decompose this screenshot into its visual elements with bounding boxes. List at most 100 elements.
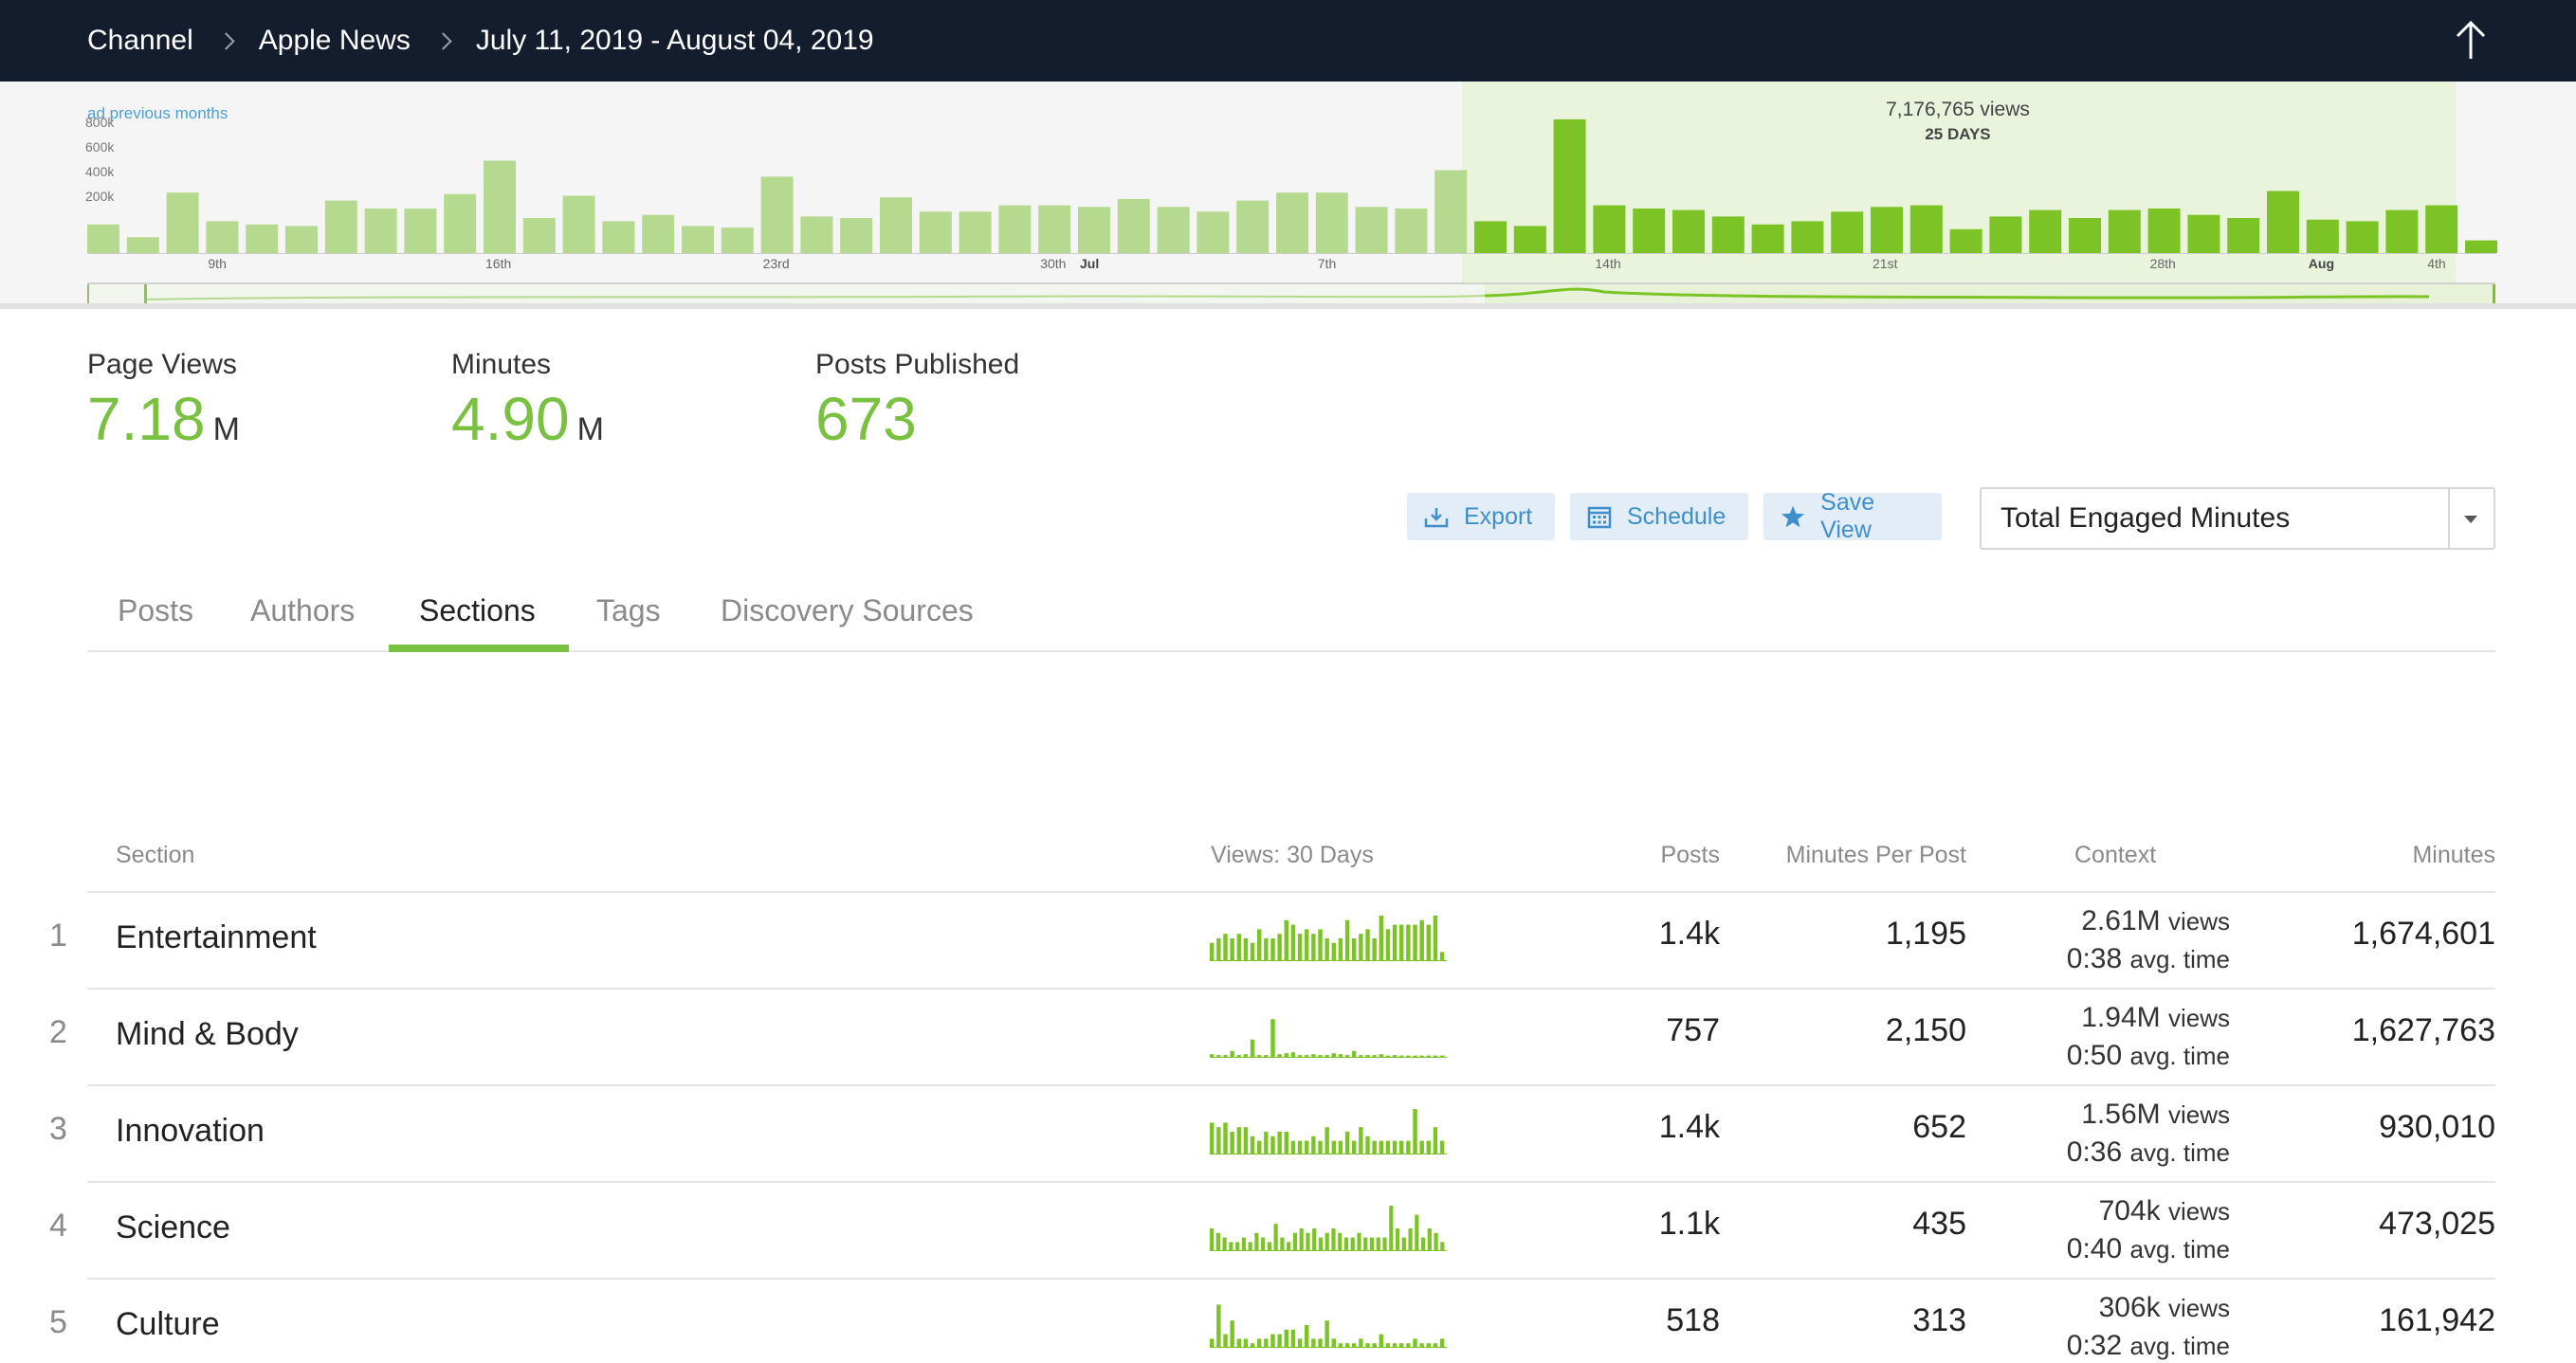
sparkline-bar	[1331, 942, 1336, 961]
metric-value: 4.90 M	[451, 389, 604, 449]
column-header-minutes-per-post[interactable]: Minutes Per Post	[1785, 842, 1966, 868]
context-time-value: 0:40	[2066, 1233, 2123, 1264]
sparkline-bar	[1331, 1053, 1336, 1058]
breadcrumb-date-range[interactable]: July 11, 2019 - August 04, 2019	[475, 25, 874, 56]
breadcrumb-source[interactable]: Apple News	[258, 25, 411, 56]
overview-bar	[998, 205, 1032, 253]
sparkline-bar	[1406, 1343, 1411, 1348]
context-avg-time: 0:50 avg. time	[1983, 1037, 2230, 1075]
breadcrumb: Channel Apple News July 11, 2019 - Augus…	[87, 0, 874, 82]
sparkline-bar	[1325, 1320, 1329, 1348]
minutes-per-post: 435	[1912, 1206, 1966, 1242]
overview-bar	[324, 200, 357, 253]
section-name[interactable]: Entertainment	[116, 919, 317, 955]
sparkline-bar	[1359, 934, 1363, 961]
schedule-button[interactable]: Schedule	[1570, 493, 1748, 540]
context-views: 306k views	[1983, 1289, 2230, 1327]
context-views-value: 704k	[2098, 1195, 2161, 1227]
sparkline-bar	[1399, 924, 1404, 961]
minutes-total: 473,025	[2379, 1206, 2495, 1242]
section-name[interactable]: Culture	[116, 1306, 220, 1342]
sparkline-bar	[1392, 1343, 1398, 1348]
sparkline-bar	[1270, 1334, 1275, 1348]
sparkline-bar	[1216, 938, 1221, 961]
section-name[interactable]: Mind & Body	[116, 1016, 299, 1052]
sparkline-bar	[1280, 1237, 1285, 1251]
metric-page-views: Page Views 7.18 M	[87, 349, 240, 449]
sparkline-bar	[1352, 1343, 1357, 1348]
sparkline-bar	[1270, 1019, 1275, 1058]
dropdown-toggle[interactable]	[2448, 489, 2494, 548]
context-avg-time: 0:38 avg. time	[1983, 940, 2230, 978]
tab-tags[interactable]: Tags	[596, 592, 661, 627]
overview-bar	[682, 226, 714, 253]
sparkline-bar	[1338, 1232, 1343, 1251]
sparkline-bar	[1439, 1338, 1445, 1348]
range-day-count: 25 DAYS	[1925, 125, 1991, 143]
range-scrubber[interactable]	[87, 282, 2495, 303]
sparkline-bar	[1344, 1343, 1350, 1348]
column-header-posts[interactable]: Posts	[1660, 842, 1720, 868]
table-row[interactable]: Mind & Body 757 2,150 1.94M views 0:50 avg. …	[87, 988, 2495, 1084]
sparkline-bar	[1257, 1140, 1262, 1154]
sparkline-bar	[1365, 1136, 1370, 1154]
tab-sections[interactable]: Sections	[419, 592, 536, 627]
save-view-button[interactable]: Save View	[1763, 489, 1942, 543]
overview-bar	[2267, 191, 2299, 253]
row-rank: 4	[49, 1208, 67, 1244]
section-name[interactable]: Innovation	[116, 1113, 265, 1149]
column-header-minutes[interactable]: Minutes	[2412, 842, 2495, 868]
sparkline-bar	[1389, 1206, 1394, 1251]
sparkline-bar	[1257, 929, 1262, 961]
sparkline-bar	[1250, 1136, 1255, 1154]
sparkline-bar	[1311, 1054, 1316, 1058]
sparkline-bar	[1264, 1132, 1269, 1154]
column-header-section[interactable]: Section	[116, 842, 195, 868]
table-row[interactable]: Culture 518 313 306k views 0:32 avg. time 161…	[87, 1278, 2495, 1363]
export-button[interactable]: Export	[1407, 493, 1555, 540]
schedule-label: Schedule	[1627, 502, 1726, 530]
tab-discovery-sources[interactable]: Discovery Sources	[721, 592, 974, 627]
context-avg-time: 0:32 avg. time	[1983, 1327, 2230, 1363]
sparkline-bar	[1223, 1334, 1228, 1348]
sparkline-bar	[1433, 1343, 1438, 1348]
metric-value: 7.18 M	[87, 389, 240, 449]
sparkline-bar	[1277, 1054, 1282, 1058]
tab-authors[interactable]: Authors	[250, 592, 356, 627]
sparkline-bar	[1338, 1140, 1343, 1154]
sparkline-bar	[1305, 1325, 1309, 1348]
overview-bar	[166, 192, 199, 253]
overview-bar	[1711, 216, 1745, 253]
overview-bar	[1434, 170, 1468, 253]
overview-bar	[1513, 226, 1546, 253]
sparkline-bar	[1433, 916, 1438, 961]
metric-dropdown[interactable]: Total Engaged Minutes	[1980, 487, 2495, 550]
sparkline-bar	[1257, 1055, 1262, 1058]
overview-bar	[1989, 216, 2022, 253]
sparkline-bar	[1236, 1127, 1241, 1154]
context-time-label: avg. time	[2129, 1042, 2231, 1070]
load-previous-months-link[interactable]: ad previous months	[87, 104, 228, 122]
table-row[interactable]: Innovation 1.4k 652 1.56M views 0:36 avg. ti…	[87, 1084, 2495, 1181]
breadcrumb-channel[interactable]: Channel	[87, 25, 193, 56]
overview-bar	[484, 160, 516, 253]
tab-posts[interactable]: Posts	[118, 592, 194, 627]
column-header-views[interactable]: Views: 30 Days	[1211, 842, 1374, 868]
sparkline-bar	[1284, 1329, 1288, 1348]
star-icon	[1781, 505, 1805, 528]
active-tab-indicator	[389, 645, 569, 652]
overview-bar	[1593, 205, 1626, 253]
context-views-value: 1.56M	[2081, 1099, 2161, 1130]
overview-bar	[404, 209, 437, 253]
table-row[interactable]: Entertainment 1.4k 1,195 2.61M views 0:38 av…	[87, 891, 2495, 988]
metric-value: 673	[815, 389, 1019, 449]
sparkline-bar	[1399, 1055, 1404, 1058]
section-name[interactable]: Science	[116, 1209, 230, 1245]
table-row[interactable]: Science 1.1k 435 704k views 0:40 avg. time 47…	[87, 1181, 2495, 1278]
column-header-context[interactable]: Context	[2074, 842, 2157, 868]
metric-label: Minutes	[451, 349, 552, 380]
arrow-up-icon[interactable]	[2452, 17, 2490, 64]
overview-bar	[2346, 221, 2379, 253]
overview-bar	[2147, 209, 2181, 253]
overview-bar	[246, 224, 279, 253]
